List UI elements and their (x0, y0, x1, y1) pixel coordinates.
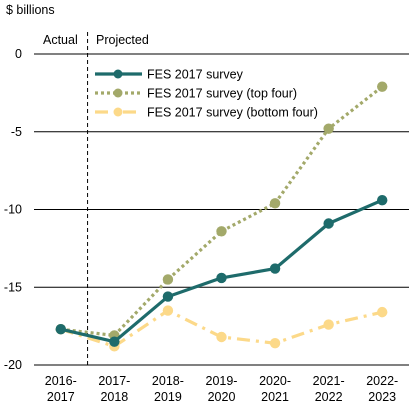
data-point (162, 305, 174, 316)
data-point (216, 226, 227, 237)
series-1 (55, 81, 388, 341)
data-point (216, 331, 227, 343)
y-tick-label: -10 (4, 203, 22, 217)
x-tick-label: 2017-2018 (98, 374, 130, 404)
y-axis-label: $ billions (6, 3, 55, 17)
legend-marker (113, 69, 123, 79)
data-point (162, 274, 174, 285)
legend-marker (113, 88, 123, 98)
y-tick-labels: 0 -5 -10 -15 -20 (4, 47, 22, 372)
series-0 (55, 194, 388, 347)
data-point (162, 291, 174, 302)
data-point (377, 306, 388, 318)
series-2 (55, 305, 388, 352)
actual-label: Actual (43, 33, 78, 47)
data-point (55, 324, 66, 335)
legend-marker (113, 107, 123, 117)
legend: FES 2017 survey FES 2017 survey (top four… (95, 68, 318, 120)
legend-label: FES 2017 survey (bottom four) (147, 106, 318, 120)
y-tick-label: -15 (4, 280, 22, 294)
data-point (377, 81, 388, 92)
y-tick-label: 0 (15, 47, 22, 61)
data-point (323, 123, 334, 134)
data-point (323, 218, 334, 229)
data-point (377, 194, 388, 206)
series-line (60, 85, 384, 338)
x-tick-label: 2018-2019 (152, 374, 184, 404)
x-tick-label: 2019-2020 (206, 374, 238, 404)
series-line (60, 198, 383, 344)
legend-label: FES 2017 survey (147, 68, 244, 82)
legend-label: FES 2017 survey (top four) (147, 87, 297, 101)
data-point (269, 198, 281, 209)
data-point (109, 336, 120, 347)
x-tick-label: 2020-2021 (259, 374, 291, 404)
data-point (323, 319, 334, 330)
x-tick-label: 2021-2022 (313, 374, 345, 404)
x-tick-labels: 2016-2017 2017-2018 2018-2019 2019-2020 2020… (45, 374, 398, 404)
projected-label: Projected (96, 33, 149, 47)
data-point (269, 263, 281, 274)
data-point (269, 338, 281, 349)
y-tick-label: -20 (4, 358, 22, 372)
x-tick-label: 2016-2017 (45, 374, 77, 404)
series-lines (55, 81, 388, 352)
x-tick-label: 2022-2023 (366, 374, 398, 404)
data-point (216, 272, 227, 284)
gridlines (34, 53, 409, 366)
y-tick-label: -5 (11, 125, 22, 139)
